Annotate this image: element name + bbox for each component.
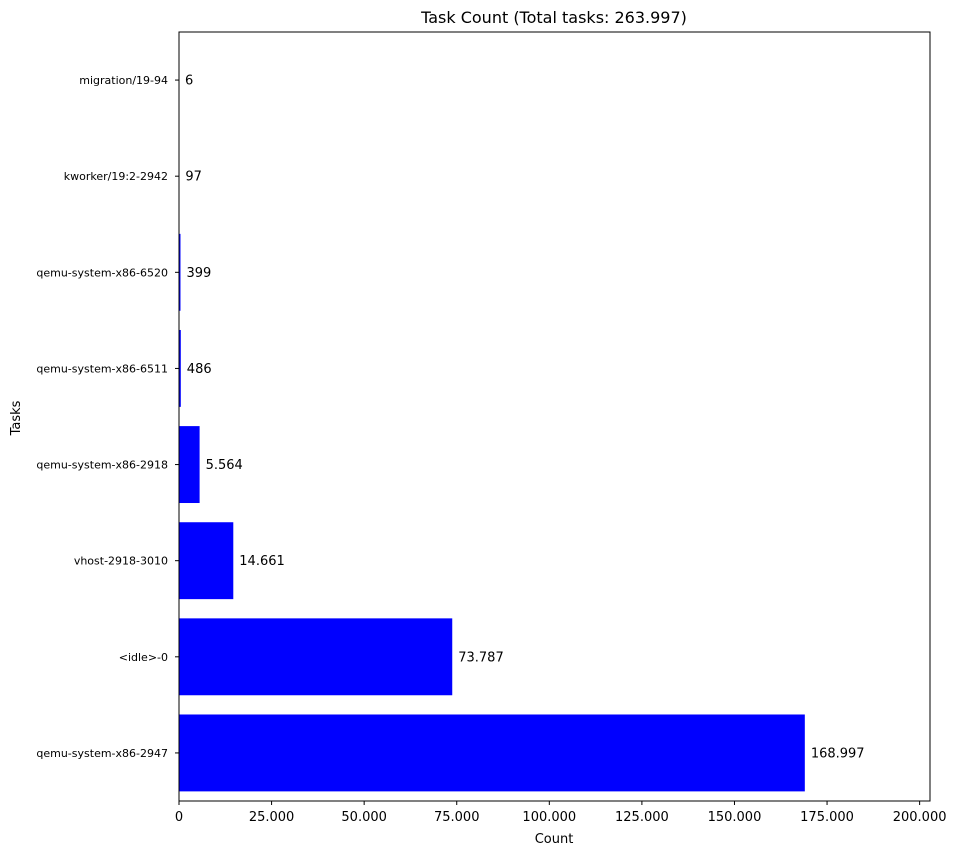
x-tick-label-5: 125.000 bbox=[615, 810, 669, 825]
bar-1 bbox=[179, 618, 453, 696]
y-tick-label-0: qemu-system-x86-2947 bbox=[36, 747, 168, 760]
data-label-7: 6 bbox=[185, 74, 193, 89]
bar-5 bbox=[179, 233, 181, 311]
x-tick-label-1: 25.000 bbox=[249, 810, 295, 825]
y-axis-label: Tasks bbox=[9, 400, 24, 436]
bar-0 bbox=[179, 714, 805, 792]
bar-4 bbox=[179, 329, 181, 407]
data-label-1: 73.787 bbox=[458, 650, 504, 665]
y-tick-label-3: qemu-system-x86-2918 bbox=[36, 459, 168, 472]
bar-2 bbox=[179, 522, 234, 600]
x-axis-label: Count bbox=[535, 832, 574, 847]
y-tick-label-1: <idle>-0 bbox=[119, 651, 168, 664]
x-tick-label-7: 175.000 bbox=[800, 810, 854, 825]
y-tick-label-4: qemu-system-x86-6511 bbox=[36, 362, 168, 375]
x-tick-label-3: 75.000 bbox=[434, 810, 480, 825]
data-label-0: 168.997 bbox=[811, 746, 865, 761]
bar-3 bbox=[179, 426, 200, 504]
data-label-2: 14.661 bbox=[239, 554, 285, 569]
chart-title: Task Count (Total tasks: 263.997) bbox=[420, 8, 687, 27]
y-tick-label-2: vhost-2918-3010 bbox=[74, 555, 168, 568]
data-label-5: 399 bbox=[186, 266, 211, 281]
y-tick-label-5: qemu-system-x86-6520 bbox=[36, 266, 168, 279]
plot-frame bbox=[178, 31, 931, 802]
x-tick-label-4: 100.000 bbox=[522, 810, 576, 825]
y-tick-label-7: migration/19-94 bbox=[79, 74, 168, 87]
x-tick-label-8: 200.000 bbox=[893, 810, 947, 825]
y-tick-label-6: kworker/19:2-2942 bbox=[64, 170, 168, 183]
x-tick-label-6: 150.000 bbox=[708, 810, 762, 825]
data-label-6: 97 bbox=[185, 170, 202, 185]
data-label-4: 486 bbox=[187, 362, 212, 377]
data-label-3: 5.564 bbox=[206, 458, 243, 473]
x-tick-label-2: 50.000 bbox=[341, 810, 387, 825]
x-tick-label-0: 0 bbox=[175, 810, 183, 825]
